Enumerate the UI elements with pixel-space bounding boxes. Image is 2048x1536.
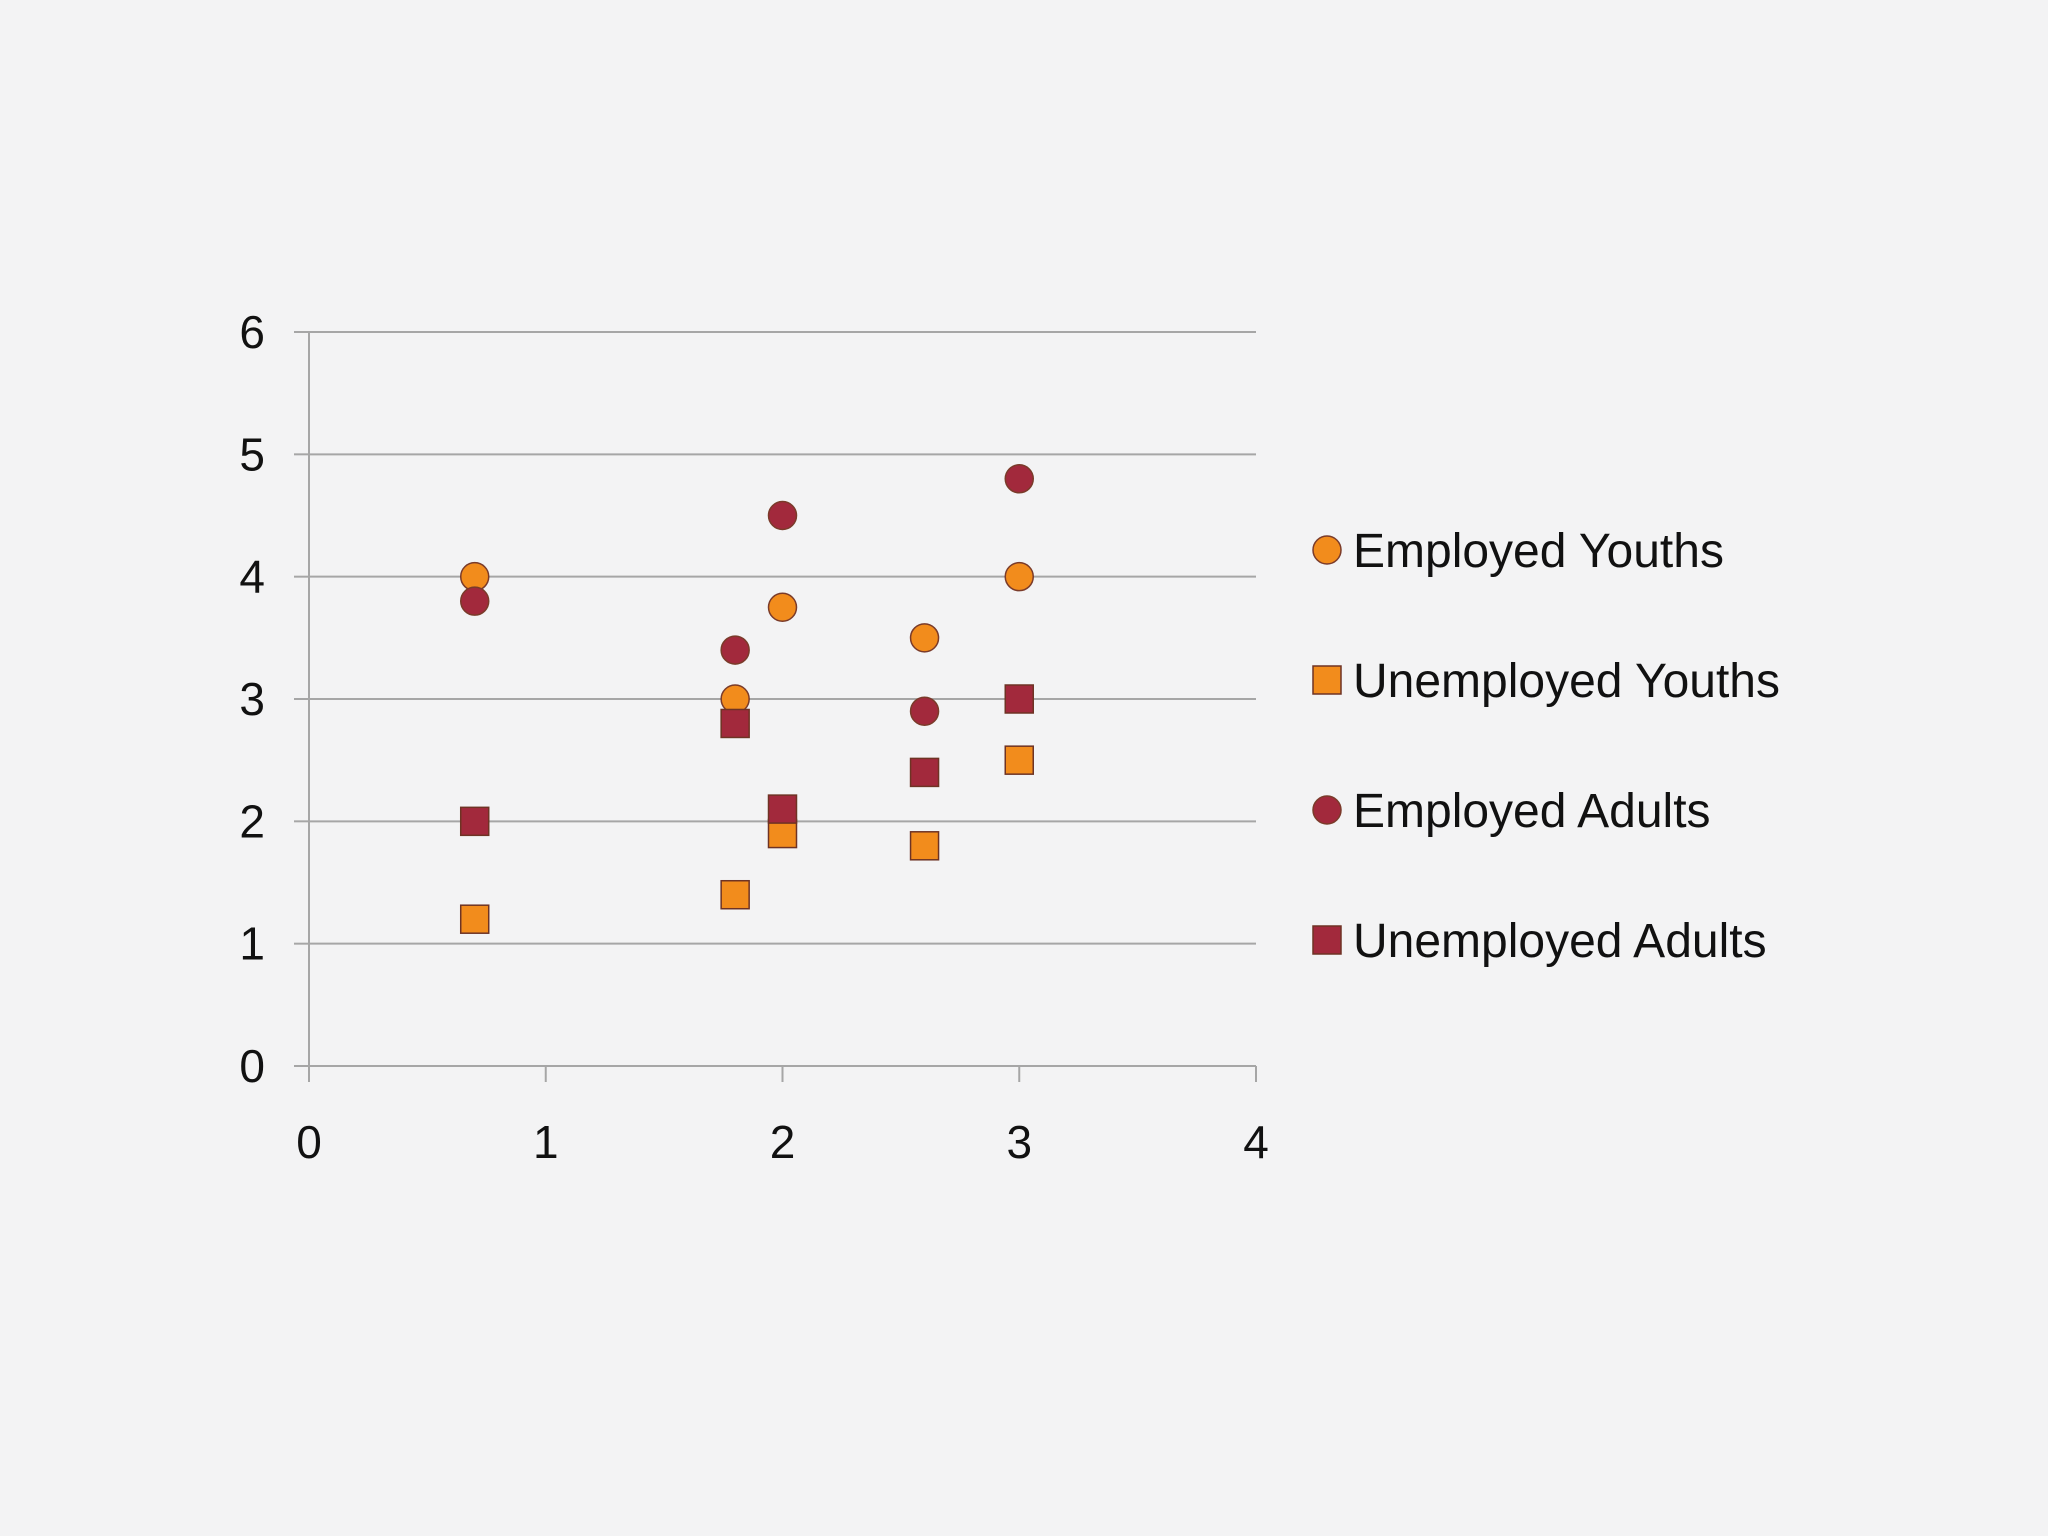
legend-marker-unemployed-youths — [1312, 665, 1342, 695]
axes — [294, 331, 1257, 1082]
unemployed-adults-point — [1004, 684, 1034, 714]
unemployed-adults-point — [459, 806, 490, 837]
employed-adults-point — [909, 696, 940, 726]
x-tick-label: 0 — [296, 1116, 322, 1168]
employed-adults-point — [1004, 464, 1034, 494]
y-tick-label: 5 — [239, 428, 265, 480]
x-tick-label: 4 — [1243, 1116, 1269, 1168]
employed-youths-point — [909, 623, 940, 653]
x-tick-label: 3 — [1006, 1116, 1032, 1168]
data-points — [459, 464, 1034, 934]
legend-label-unemployed-adults: Unemployed Adults — [1353, 915, 1767, 968]
unemployed-adults-point — [767, 794, 798, 824]
employed-adults-point — [459, 586, 490, 616]
y-tick-label: 4 — [239, 551, 265, 603]
legend: Employed Youths Unemployed Youths Employed… — [1312, 525, 1780, 968]
y-tick-labels: 0 1 2 3 4 5 6 — [239, 306, 265, 1092]
unemployed-youths-point — [720, 879, 750, 910]
y-tick-label: 6 — [239, 306, 265, 358]
employed-adults-point — [720, 635, 750, 665]
y-tick-label: 3 — [239, 673, 265, 725]
unemployed-adults-point — [720, 708, 750, 739]
x-tick-label: 1 — [533, 1116, 559, 1168]
employed-adults-point — [767, 500, 798, 531]
gridlines — [309, 331, 1256, 945]
unemployed-youths-point — [909, 831, 940, 861]
unemployed-youths-point — [1004, 745, 1034, 775]
legend-label-employed-adults: Employed Adults — [1353, 785, 1711, 838]
legend-label-unemployed-youths: Unemployed Youths — [1353, 655, 1780, 708]
y-tick-label: 0 — [239, 1040, 265, 1092]
x-tick-labels: 0 1 2 3 4 — [296, 1116, 1269, 1168]
employed-youths-point — [1004, 561, 1034, 592]
unemployed-adults-point — [909, 757, 940, 788]
unemployed-youths-point — [459, 904, 490, 934]
y-tick-label: 2 — [239, 795, 265, 847]
x-tick-label: 2 — [770, 1116, 796, 1168]
legend-marker-employed-adults — [1312, 795, 1342, 825]
legend-marker-employed-youths — [1312, 535, 1342, 565]
y-tick-label: 1 — [239, 918, 265, 970]
legend-label-employed-youths: Employed Youths — [1353, 525, 1724, 578]
legend-marker-unemployed-adults — [1312, 925, 1342, 955]
employed-youths-point — [767, 592, 798, 622]
